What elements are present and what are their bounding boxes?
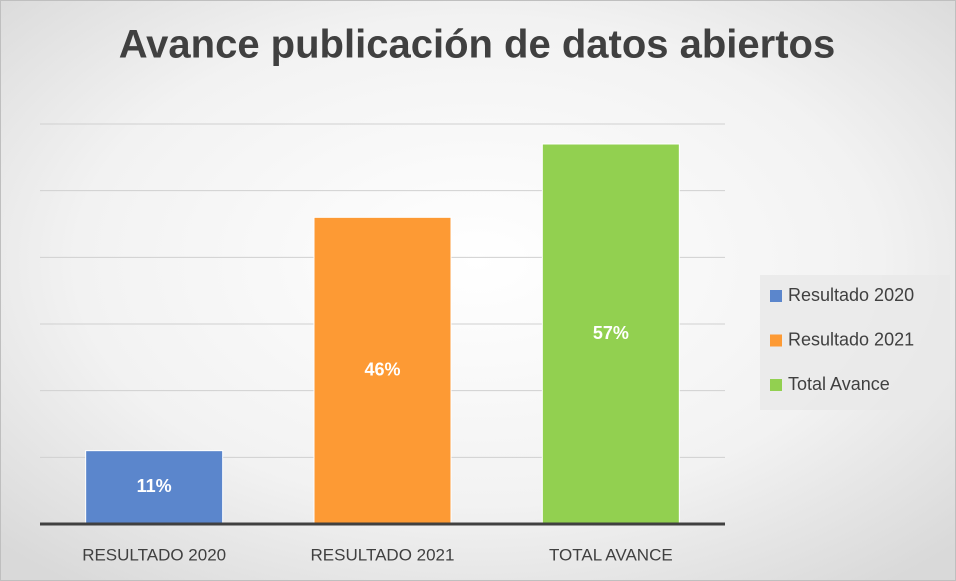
legend-swatch	[770, 334, 782, 347]
legend-swatch	[770, 379, 782, 391]
x-tick-label: RESULTADO 2020	[82, 545, 226, 564]
x-tick-label: RESULTADO 2021	[311, 545, 455, 564]
data-label: 46%	[364, 359, 400, 379]
legend-swatch	[770, 290, 782, 302]
chart-title: Avance publicación de datos abiertos	[119, 23, 835, 67]
bar	[541, 143, 680, 525]
legend-label: Resultado 2020	[788, 285, 914, 305]
x-tick-label: TOTAL AVANCE	[549, 545, 673, 564]
bar	[85, 450, 224, 525]
data-label: 11%	[137, 476, 172, 496]
data-label: 57%	[593, 323, 629, 343]
legend-label: Resultado 2021	[788, 329, 914, 349]
legend-label: Total Avance	[788, 374, 890, 394]
legend-background	[760, 275, 950, 410]
